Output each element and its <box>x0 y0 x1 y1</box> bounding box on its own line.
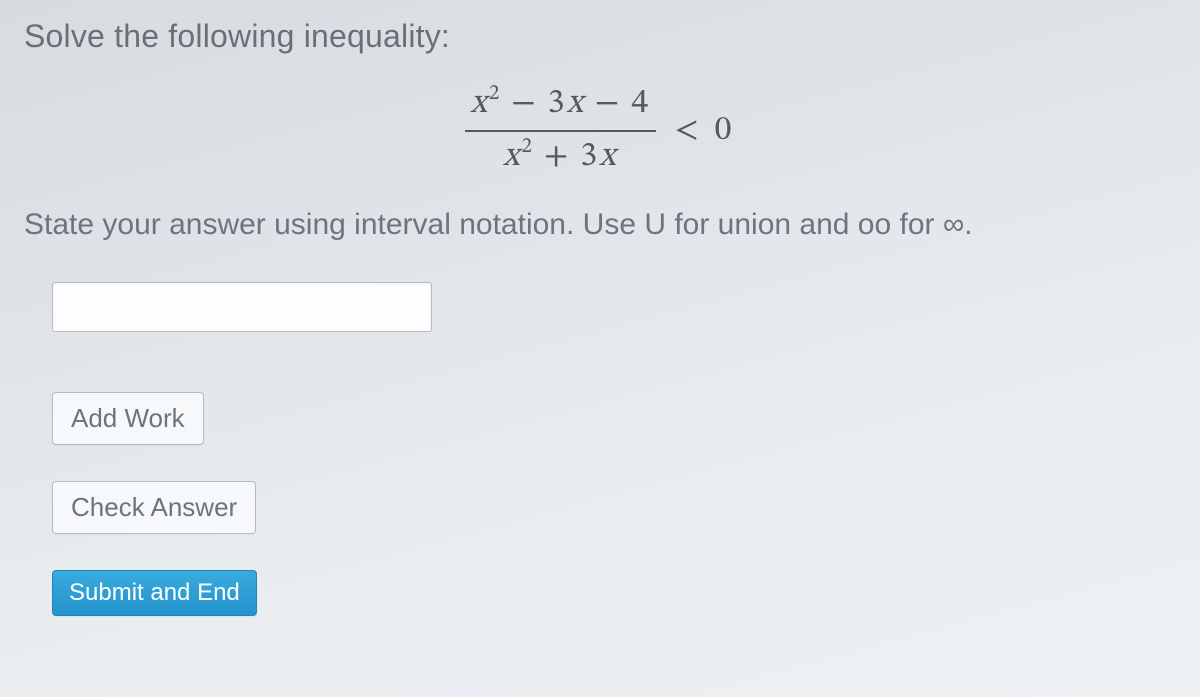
fraction-denominator: x2 + 3x <box>465 132 657 179</box>
answer-input[interactable] <box>52 282 432 332</box>
relation: < 0 <box>674 110 735 153</box>
answer-instructions: State your answer using interval notatio… <box>24 205 1176 246</box>
fraction: x2 − 3x − 4 x2 + 3x <box>465 83 657 179</box>
add-work-button[interactable]: Add Work <box>52 392 204 445</box>
check-answer-button[interactable]: Check Answer <box>52 481 256 534</box>
inequality-expression: x2 − 3x − 4 x2 + 3x < 0 <box>24 83 1176 179</box>
question-prompt: Solve the following inequality: <box>24 18 1176 55</box>
fraction-numerator: x2 − 3x − 4 <box>465 83 657 132</box>
submit-and-end-button[interactable]: Submit and End <box>52 570 257 616</box>
